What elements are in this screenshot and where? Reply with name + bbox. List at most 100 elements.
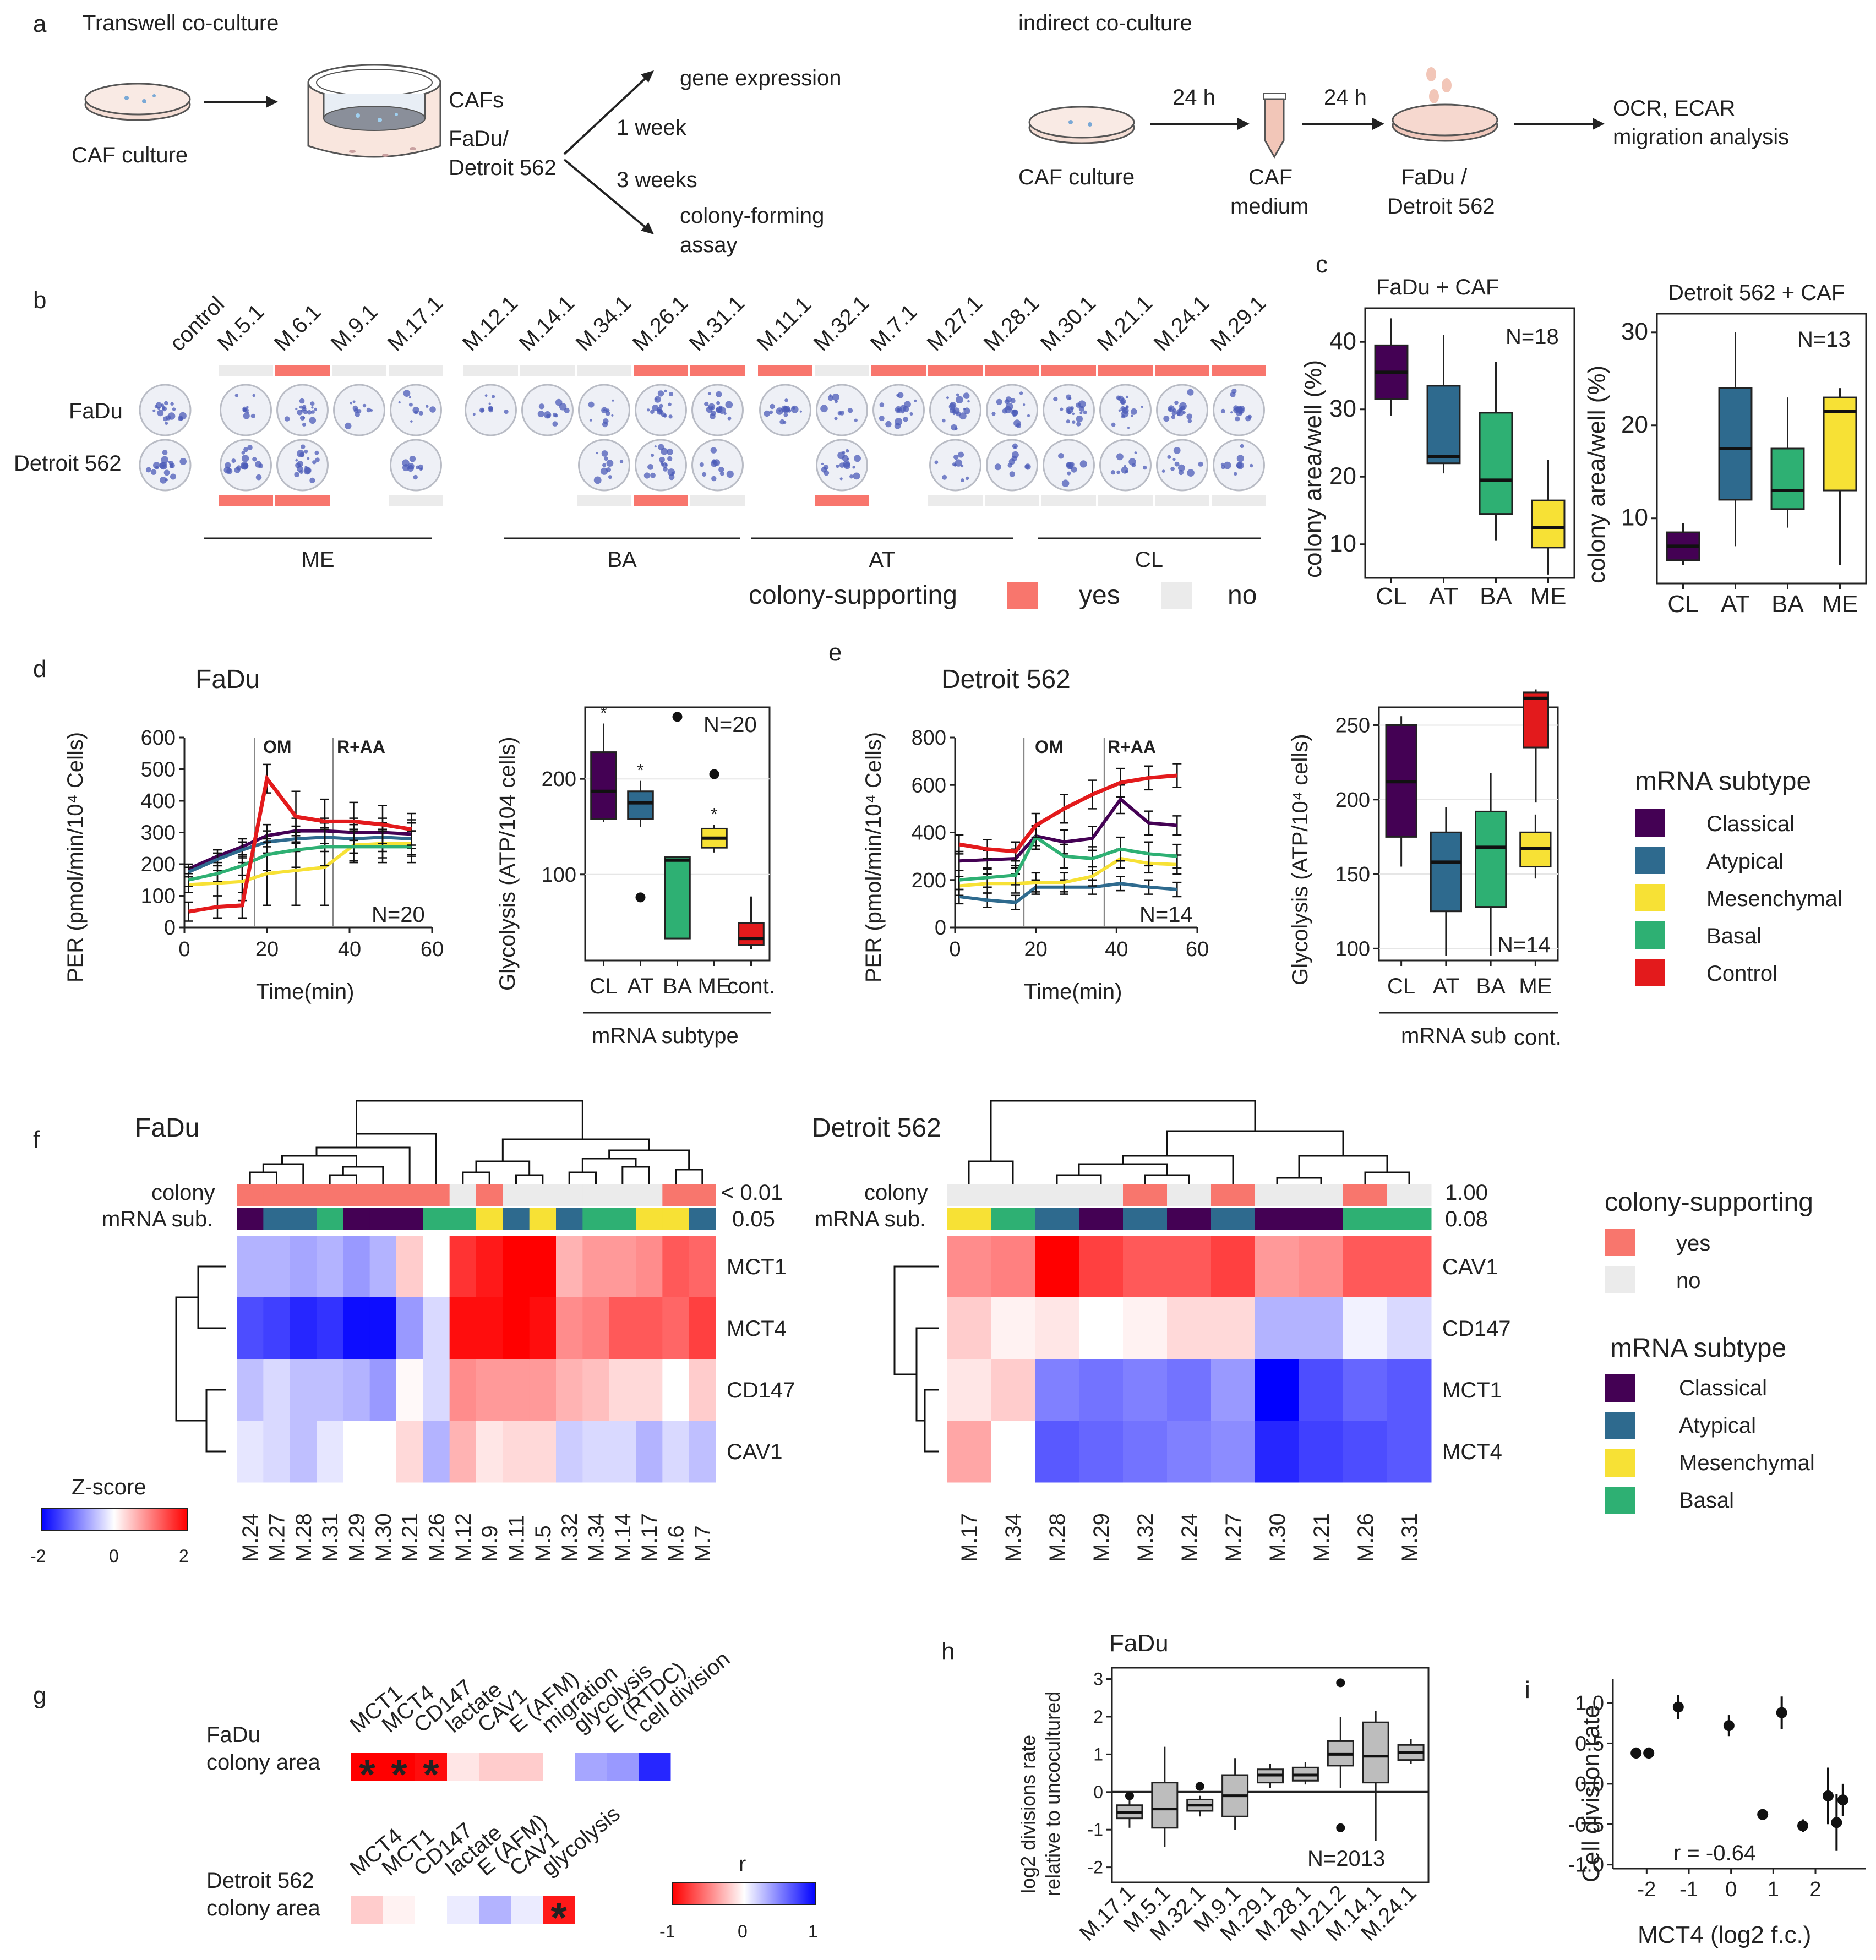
cell-MCT1-M.21 <box>396 1236 423 1298</box>
col-label-M.28: M.28 <box>1045 1513 1070 1562</box>
colony-annotation-M.28 <box>290 1184 317 1206</box>
ytick-label-1: 1.0 <box>1575 1692 1604 1715</box>
colname-M.24.1: M.24.1 <box>1149 291 1214 356</box>
series-line-Control <box>188 774 412 914</box>
g-scale-title: r <box>739 1852 746 1876</box>
plate-detroit-M.27.1-colony-dot <box>965 476 969 481</box>
row-label-MCT4: MCT4 <box>727 1317 787 1341</box>
cell-CD147-M.31 <box>317 1359 343 1421</box>
legend-yes-label: yes <box>1079 581 1120 610</box>
col-dendrogram-12 <box>675 1169 704 1184</box>
significance-star-CL: * <box>600 703 607 723</box>
plate-fadu-M.12.1-colony-dot <box>488 402 491 405</box>
plate-fadu-M.34.1-colony-dot <box>603 418 609 424</box>
plate-fadu-M.28.1-colony-dot <box>1019 391 1023 395</box>
colname-M.6.1: M.6.1 <box>270 300 326 356</box>
cell-CD147-M.5 <box>529 1359 557 1421</box>
g-fadu-cell-cell division <box>639 1753 671 1781</box>
xtick-label-CL: CL <box>1667 591 1698 618</box>
panel-letter-a: a <box>33 10 47 37</box>
col-dendrogram-9 <box>990 1100 1256 1161</box>
plate-fadu-M.30.1-colony-dot <box>1068 397 1072 400</box>
cell-CAV1-M.34 <box>582 1421 610 1483</box>
col-label-M.6: M.6 <box>664 1525 689 1562</box>
row-label-CAV1: CAV1 <box>727 1440 783 1464</box>
col-label-M.21: M.21 <box>1310 1513 1334 1562</box>
cell-CAV1-M.30 <box>369 1421 397 1483</box>
panel-h: FaDu log2 divisions rate relative to unc… <box>1017 1630 1430 1946</box>
plate-fadu-M.11.1-colony-dot <box>778 409 781 412</box>
plate-fadu-M.32.1-colony-dot <box>839 411 844 416</box>
plate-control-fadu-colony-dot <box>170 402 174 406</box>
plate-fadu-M.24.1-colony-dot <box>1174 400 1179 405</box>
subtype-annotation-M.21 <box>1299 1208 1344 1230</box>
col-label-M.24: M.24 <box>1177 1513 1202 1562</box>
plate-fadu-M.32.1-colony-dot <box>820 405 828 413</box>
xtick-label-CL: CL <box>1376 583 1406 610</box>
plate-fadu-M.26.1-colony-dot <box>654 396 661 403</box>
plate-fadu-M.12.1-colony-dot <box>479 407 485 413</box>
cell-MCT1-M.27 <box>1211 1359 1256 1421</box>
plate-detroit-M.26.1-colony-dot <box>658 444 664 451</box>
cell-CD147-M.27 <box>1211 1297 1256 1360</box>
plate-control-detroit-colony-dot <box>162 450 168 455</box>
colony-annotation-M.26 <box>1343 1184 1388 1206</box>
legend-label-Mesenchymal: Mesenchymal <box>1706 887 1842 911</box>
plate-detroit-M.29.1-colony-dot <box>1223 461 1231 469</box>
cell-CD147-M.7 <box>689 1359 716 1421</box>
series-line-Mesenchymal <box>959 856 1177 888</box>
cell-MCT4-M.7 <box>689 1297 716 1360</box>
legend-swatch-Mesenchymal <box>1635 884 1665 911</box>
plate-detroit-M.32.1-colony-dot <box>842 451 846 455</box>
plate-detroit-M.32.1-colony-dot <box>853 472 860 480</box>
colony-annotation-M.30 <box>1255 1184 1300 1206</box>
cell-MCT4-M.32 <box>556 1297 583 1360</box>
xtick-label-2: 2 <box>1809 1878 1821 1901</box>
detroit-colony-bar-M.17.1 <box>389 495 443 506</box>
plate-fadu-M.28.1-colony-dot <box>991 412 996 416</box>
plate-fadu-M.11.1-colony-dot <box>799 410 802 413</box>
cell-MCT4-M.9 <box>476 1297 503 1360</box>
plate-detroit-M.30.1-colony-dot <box>1066 462 1071 467</box>
i-point-7 <box>1823 1790 1834 1801</box>
e-n: N=14 <box>1139 903 1193 927</box>
col-dendrogram-0 <box>249 1171 277 1184</box>
plate-detroit-M.24.1-colony-dot <box>1167 455 1171 459</box>
cell-MCT1-M.29 <box>343 1236 370 1298</box>
cell-CD147-M.29 <box>343 1359 370 1421</box>
plate-fadu-M.5.1-colony-dot <box>247 411 249 414</box>
plate-fadu-M.29.1-colony-dot <box>1235 416 1240 422</box>
fadu-colony-bar-M.24.1 <box>1155 365 1209 376</box>
cell-CD147-M.21 <box>396 1359 423 1421</box>
plate-detroit-M.29.1-colony-dot <box>1250 463 1253 468</box>
plate-control-fadu-colony-dot <box>172 407 176 411</box>
plate-fadu-M.29.1-colony-dot <box>1230 411 1233 414</box>
plate-detroit-M.34.1-colony-dot <box>619 460 624 463</box>
d-line-plot: 0 100 200 300 400 500 600 0 20 40 60 <box>141 727 444 961</box>
col-dendrogram-6 <box>1364 1171 1410 1184</box>
xtick-label-AT: AT <box>1429 583 1458 610</box>
ytick-label-600: 600 <box>141 727 176 750</box>
panel-letter-b: b <box>33 287 46 314</box>
xtick-label-40: 40 <box>1105 938 1128 961</box>
plate-fadu-M.32.1-colony-dot <box>834 417 838 421</box>
xtick-label-0: 0 <box>949 938 961 961</box>
plate-detroit-M.32.1-colony-dot <box>836 465 839 468</box>
subtype-annotation-M.26 <box>423 1208 450 1230</box>
colony-annotation-M.17 <box>636 1184 663 1206</box>
col-dendrogram-3 <box>342 1166 384 1184</box>
plate-control-fadu-colony-dot <box>164 401 168 406</box>
legend-yes-swatch <box>1007 582 1038 609</box>
subtype-annotation-M.14 <box>609 1208 636 1230</box>
fadu-dish-icon <box>1392 103 1498 142</box>
col-label-M.30: M.30 <box>372 1513 396 1562</box>
plate-detroit-M.34.1-colony-dot <box>601 450 608 457</box>
plate-fadu-M.6.1-colony-dot <box>299 398 305 404</box>
plate-detroit-M.34.1-colony-dot <box>600 467 608 475</box>
plate-detroit-M.34.1-colony-dot <box>608 475 612 479</box>
c-left-ylabel: colony area/well (%) <box>1300 360 1327 578</box>
plate-fadu-M.24.1-colony-dot <box>1163 416 1170 422</box>
plate-detroit-M.31.1-colony-dot <box>719 471 724 476</box>
plate-fadu-M.12.1-colony-dot <box>492 395 495 398</box>
c-right-n: N=13 <box>1797 327 1851 352</box>
